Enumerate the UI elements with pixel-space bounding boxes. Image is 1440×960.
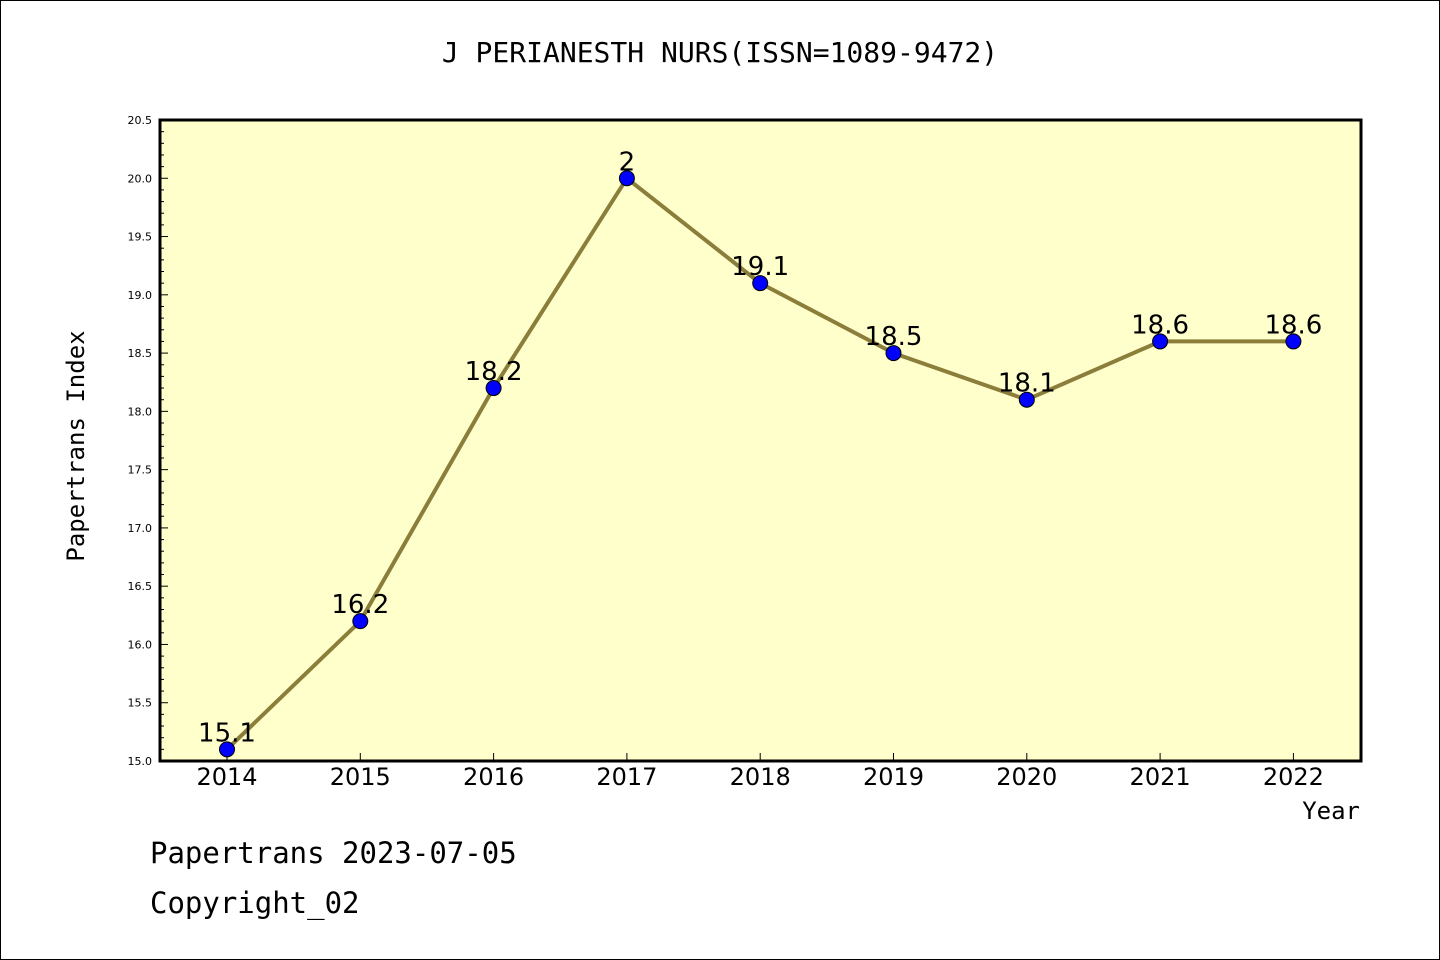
data-point [885, 345, 902, 362]
data-points [219, 170, 1302, 758]
plot-area [160, 120, 1361, 761]
y-tick-label: 19.5 [128, 231, 153, 244]
footer-date: Papertrans 2023-07-05 [150, 836, 517, 870]
x-axis-label: Year [1302, 797, 1360, 825]
x-axis: 2014 2015 2016 2017 2018 2019 2020 2021 2022 [196, 753, 1324, 791]
y-tick-label: 16.0 [128, 638, 153, 651]
data-label: 2 [619, 147, 636, 177]
y-tick-label: 17.0 [128, 522, 153, 535]
x-tick-label: 2016 [463, 763, 524, 791]
x-tick-label: 2021 [1130, 763, 1191, 791]
y-tick-label: 18.0 [128, 405, 153, 418]
footer-copyright: Copyright_02 [150, 886, 360, 920]
plot-border [158, 118, 1363, 763]
data-label: 18.1 [998, 369, 1056, 399]
x-tick-label: 2014 [196, 763, 257, 791]
data-label: 18.6 [1131, 310, 1189, 340]
data-point [485, 380, 502, 397]
data-label: 15.1 [198, 718, 256, 748]
x-tick-label: 2022 [1263, 763, 1324, 791]
data-point [219, 741, 235, 758]
y-tick-label: 20.0 [128, 172, 153, 185]
chart-title: J PERIANESTH NURS(ISSN=1089-9472) [441, 36, 999, 69]
y-axis: 15.0 15.5 16.0 16.5 17.0 17.5 18.0 18.5 19.0 19.5… [128, 114, 168, 768]
data-point [1152, 333, 1169, 350]
y-tick-label: 15.0 [128, 755, 153, 768]
y-tick-label: 17.5 [128, 464, 153, 477]
data-labels: 15.1 16.2 18.2 2 19.1 18.5 18.1 18.6 18.6 [198, 147, 1322, 748]
y-tick-label: 18.5 [128, 347, 153, 360]
y-tick-label: 19.0 [128, 289, 153, 302]
data-label: 18.5 [865, 322, 923, 352]
data-point [1018, 391, 1035, 408]
data-label: 18.6 [1264, 310, 1322, 340]
y-tick-label: 16.5 [128, 580, 153, 593]
data-label: 16.2 [331, 590, 389, 620]
data-point [352, 613, 369, 630]
x-tick-label: 2017 [596, 763, 657, 791]
data-label: 19.1 [731, 252, 789, 282]
y-tick-label: 15.5 [128, 697, 153, 710]
data-label: 18.2 [465, 357, 523, 387]
x-tick-label: 2018 [730, 763, 791, 791]
data-point [1285, 333, 1302, 350]
x-tick-label: 2015 [330, 763, 391, 791]
data-point [752, 275, 769, 292]
y-tick-label: 20.5 [128, 114, 153, 127]
data-point [618, 170, 635, 187]
x-tick-label: 2020 [996, 763, 1057, 791]
x-tick-label: 2019 [863, 763, 924, 791]
